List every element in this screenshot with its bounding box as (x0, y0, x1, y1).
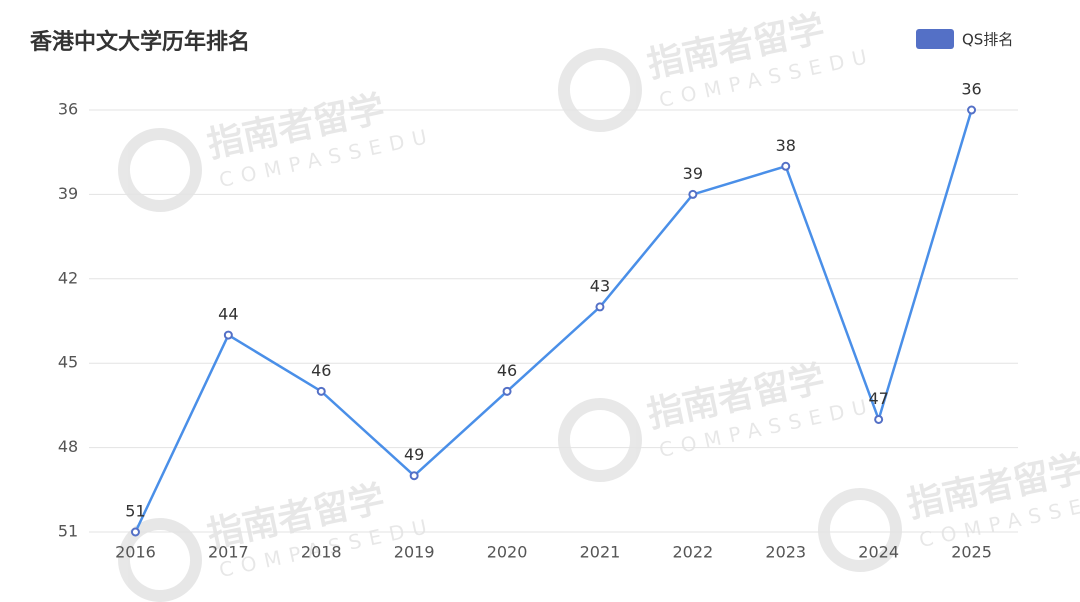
point (688, 189, 698, 199)
data-label: 46 (311, 361, 331, 380)
point (874, 414, 884, 424)
watermark-logo (558, 48, 642, 132)
data-label: 47 (868, 389, 888, 408)
point (502, 386, 512, 396)
x-tick-label: 2022 (672, 543, 713, 562)
x-tick-label: 2021 (580, 543, 621, 562)
point (409, 471, 419, 481)
x-tick-label: 2016 (115, 543, 156, 562)
x-tick-label: 2023 (765, 543, 806, 562)
chart-title: 香港中文大学历年排名 (30, 29, 250, 55)
data-label: 44 (218, 305, 238, 324)
data-label: 36 (961, 80, 981, 99)
line (134, 109, 973, 533)
watermark-logo (118, 128, 202, 212)
watermark-logo (118, 518, 202, 602)
point (223, 330, 233, 340)
watermarks: 指南者留学COMPASSEDU指南者留学COMPASSEDU指南者留学COMPA… (118, 8, 1080, 602)
y-tick-label: 45 (58, 353, 78, 372)
y-tick-label: 51 (58, 522, 78, 541)
watermark-logo (558, 398, 642, 482)
x-tick-label: 2018 (301, 543, 342, 562)
data-label: 43 (590, 276, 610, 295)
data-label: 51 (125, 502, 145, 521)
point (316, 386, 326, 396)
x-tick-label: 2019 (394, 543, 435, 562)
x-tick-label: 2020 (487, 543, 528, 562)
legend-swatch (916, 29, 954, 49)
x-tick-label: 2024 (858, 543, 899, 562)
point (130, 527, 140, 537)
y-tick-label: 36 (58, 100, 78, 119)
point (967, 105, 977, 115)
data-label: 39 (683, 164, 703, 183)
x-tick-label: 2025 (951, 543, 992, 562)
x-tick-label: 2017 (208, 543, 249, 562)
legend-label: QS排名 (962, 31, 1013, 49)
y-tick-label: 39 (58, 184, 78, 203)
data-label: 38 (776, 136, 796, 155)
y-tick-label: 48 (58, 437, 78, 456)
point (595, 302, 605, 312)
point (781, 161, 791, 171)
data-label: 46 (497, 361, 517, 380)
watermark-logo (818, 488, 902, 572)
y-tick-label: 42 (58, 268, 78, 287)
data-label: 49 (404, 445, 424, 464)
